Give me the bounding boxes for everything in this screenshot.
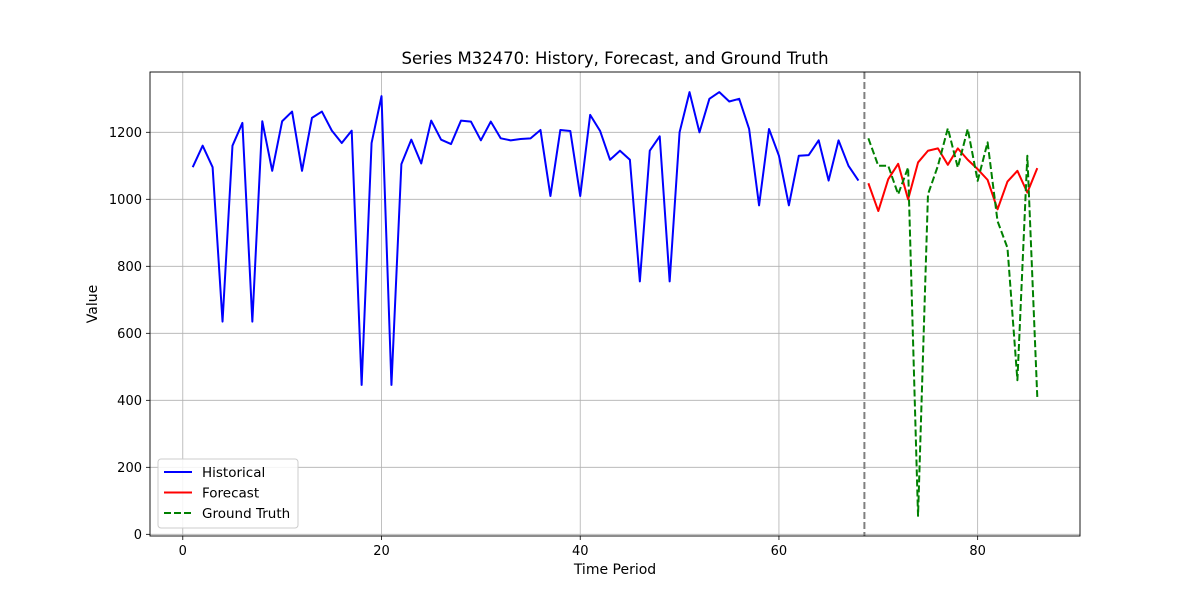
series-layer xyxy=(191,72,1039,536)
x-axis-label: Time Period xyxy=(573,562,656,578)
y-tick-label: 1000 xyxy=(109,193,142,208)
x-tick-label: 60 xyxy=(771,544,788,559)
y-tick-label: 600 xyxy=(117,327,142,342)
y-tick-label: 0 xyxy=(134,528,142,543)
series-line-historical xyxy=(191,91,860,386)
x-tick-label: 0 xyxy=(179,544,187,559)
chart-title: Series M32470: History, Forecast, and Gr… xyxy=(401,49,828,68)
x-tick-label: 40 xyxy=(572,544,589,559)
legend-label: Historical xyxy=(202,465,265,481)
y-tick-label: 1200 xyxy=(109,126,142,141)
legend-label: Ground Truth xyxy=(202,506,290,522)
x-tick-label: 80 xyxy=(969,544,986,559)
y-axis-label: Value xyxy=(85,285,101,323)
y-tick-label: 400 xyxy=(117,394,142,409)
legend: Historical Forecast Ground Truth xyxy=(157,458,299,529)
legend-label: Forecast xyxy=(202,486,259,502)
series-line-forecast xyxy=(867,147,1039,213)
y-tick-label: 800 xyxy=(117,260,142,275)
y-tick-label: 200 xyxy=(117,461,142,476)
plot-border xyxy=(149,71,1081,537)
series-line-ground-truth xyxy=(867,127,1039,517)
plot-frame xyxy=(149,71,1081,537)
x-tick-label: 20 xyxy=(373,544,390,559)
legend-box xyxy=(157,458,299,529)
